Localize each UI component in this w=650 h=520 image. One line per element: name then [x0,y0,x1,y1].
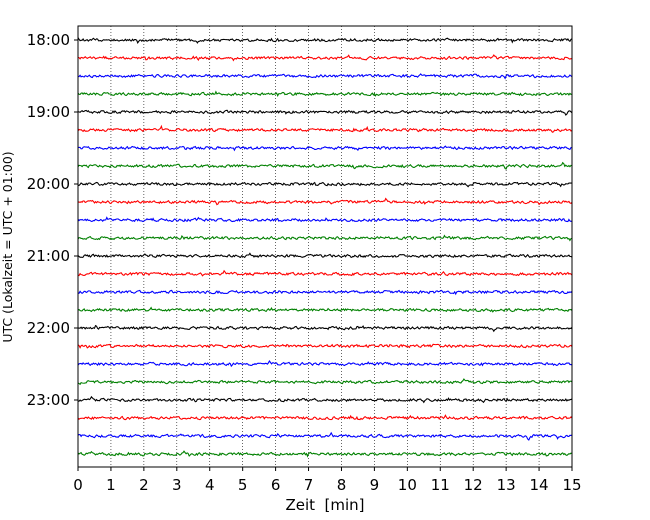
x-tick-label-4: 4 [205,476,215,494]
x-tick-label-8: 8 [337,476,347,494]
trace-2015 [77,197,573,206]
x-tick-label-6: 6 [271,476,281,494]
x-tick-label-0: 0 [73,476,83,494]
y-axis-ticks: 18:00 19:00 20:00 21:00 22:00 23:00 [27,31,78,409]
y-tick-label-3: 21:00 [27,247,70,265]
trace-1800 [77,37,573,45]
x-tick-label-11: 11 [431,476,450,494]
trace-1945 [77,161,573,170]
trace-2330 [77,431,573,441]
trace-2245 [77,378,573,386]
x-tick-label-3: 3 [172,476,182,494]
y-axis-label: UTC (Lokalzeit = UTC + 01:00) [0,151,15,342]
x-tick-label-14: 14 [530,476,549,494]
trace-2230 [77,359,573,368]
plot-frame [77,25,573,468]
x-tick-label-9: 9 [370,476,380,494]
trace-1900 [77,109,573,116]
trace-2345 [77,450,573,458]
trace-2145 [77,306,573,313]
trace-1815 [77,54,573,62]
x-axis-label: Zeit [min] [285,496,364,514]
x-tick-label-2: 2 [139,476,149,494]
trace-2215 [77,343,573,349]
trace-2130 [77,289,573,296]
x-tick-label-12: 12 [464,476,483,494]
trace-2300 [77,395,573,404]
x-axis-ticks: 0 1 2 3 4 5 6 7 8 9 10 11 12 13 14 15 [73,467,582,494]
x-tick-label-13: 13 [497,476,516,494]
trace-2045 [77,234,573,242]
seismic-traces [77,37,573,458]
trace-2315 [77,414,573,421]
x-tick-label-5: 5 [238,476,248,494]
x-tick-label-10: 10 [398,476,417,494]
trace-2115 [77,269,573,277]
trace-1830 [77,73,573,80]
x-tick-label-15: 15 [562,476,581,494]
trace-2030 [77,216,573,223]
y-tick-label-2: 20:00 [27,175,70,193]
trace-1845 [77,90,573,98]
trace-2100 [77,252,573,259]
y-tick-label-1: 19:00 [27,103,70,121]
y-tick-label-5: 23:00 [27,391,70,409]
y-tick-label-0: 18:00 [27,31,70,49]
x-tick-label-7: 7 [304,476,314,494]
trace-2000 [77,181,573,188]
x-tick-label-1: 1 [106,476,116,494]
trace-1930 [77,145,573,152]
trace-2200 [77,324,573,333]
y-tick-label-4: 22:00 [27,319,70,337]
trace-1915 [77,124,573,133]
